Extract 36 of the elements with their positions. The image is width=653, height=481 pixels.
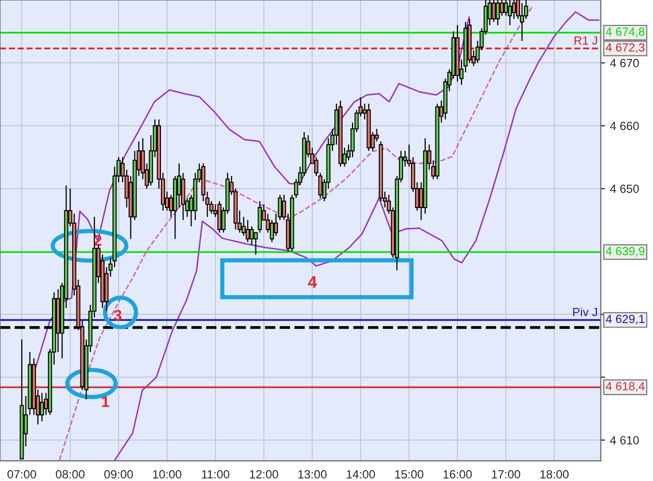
x-tick-label: 13:00 [298,470,327,478]
annotation: 3 [114,310,122,321]
x-tick-label: 11:00 [202,470,230,478]
y-tick-label: 4 610 [610,436,639,444]
y-tick-label: 4 660 [610,122,639,130]
x-tick-label: 15:00 [395,470,424,478]
x-tick-label: 09:00 [104,470,133,478]
candlestick [520,2,524,42]
candlestick [250,226,254,246]
ref-line-label: 4 629,1 [606,314,644,325]
ref-line-label: 4 674,8 [606,28,644,38]
candlestick [492,0,496,23]
annotation: R1 J [574,36,597,45]
candlestick [40,392,44,422]
annotation: 4 [308,276,317,288]
x-tick-label: 17:00 [492,470,520,478]
x-tick-label: 08:00 [56,470,85,478]
line-series [58,6,533,461]
candlestick [496,0,500,26]
x-tick-label: 16:00 [444,470,472,478]
x-tick-label: 14:00 [346,470,375,478]
candlestick [508,0,512,26]
candlestick [500,0,504,16]
y-tick-label: 4 650 [610,184,639,193]
ref-line-label: 4 672,3 [606,43,644,53]
ref-line-label: 4 618,4 [606,382,645,392]
x-tick-label: 12:00 [250,470,278,478]
annotation: Piv J [573,308,597,316]
x-tick-label: 07:00 [7,470,36,478]
annotation: 1 [102,396,110,407]
ref-line-label: 4 639,9 [606,246,644,257]
x-tick-label: 18:00 [540,470,569,478]
line-series [114,11,600,461]
candlestick [246,219,250,243]
y-tick-label: 4 670 [610,58,639,68]
x-tick-label: 10:00 [153,470,182,478]
